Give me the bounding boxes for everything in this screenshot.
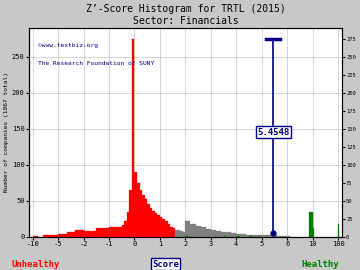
Bar (137, 183, 140, 237)
Bar (43, 235, 48, 237)
Bar (183, 232, 185, 237)
Bar (33, 236, 38, 237)
Bar (313, 228, 314, 237)
Bar (173, 228, 175, 237)
Bar (67, 232, 75, 237)
Bar (48, 235, 53, 237)
Bar (170, 227, 173, 237)
Bar (277, 236, 282, 237)
Bar (124, 221, 127, 237)
Bar (58, 234, 67, 237)
Bar (160, 217, 162, 237)
Bar (140, 190, 142, 237)
Bar (224, 236, 226, 237)
Bar (262, 235, 267, 237)
Bar (267, 235, 272, 237)
Text: 5.4548: 5.4548 (257, 128, 289, 137)
Bar (282, 236, 287, 237)
Bar (338, 230, 339, 237)
Bar (150, 208, 152, 237)
Bar (132, 39, 135, 237)
Bar (165, 221, 167, 237)
Text: Healthy: Healthy (302, 260, 339, 269)
Bar (147, 204, 150, 237)
Text: The Research Foundation of SUNY: The Research Foundation of SUNY (38, 61, 154, 66)
Bar (272, 235, 277, 237)
Bar (180, 231, 183, 237)
Bar (129, 190, 132, 237)
Bar (96, 228, 109, 237)
Bar (84, 231, 96, 237)
Bar (185, 221, 190, 237)
Bar (157, 215, 160, 237)
Bar (122, 225, 124, 237)
Bar (22, 236, 28, 237)
Bar (162, 220, 165, 237)
Bar (195, 226, 201, 237)
Bar (53, 235, 58, 237)
Bar (236, 234, 242, 237)
Bar (247, 235, 252, 237)
Bar (75, 230, 84, 237)
Bar (175, 230, 178, 237)
Bar (226, 232, 231, 237)
Bar (178, 230, 180, 237)
Bar (190, 224, 195, 237)
Bar (216, 231, 221, 237)
Bar (135, 172, 137, 237)
Bar (221, 232, 226, 237)
Bar (201, 227, 206, 237)
Bar (211, 230, 216, 237)
Text: ©www.textbiz.org: ©www.textbiz.org (38, 43, 98, 48)
Bar (185, 236, 188, 237)
Text: Score: Score (152, 260, 179, 269)
Y-axis label: Number of companies (1067 total): Number of companies (1067 total) (4, 72, 9, 192)
Bar (145, 199, 147, 237)
Bar (236, 236, 239, 237)
Text: Unhealthy: Unhealthy (12, 260, 60, 269)
Bar (242, 234, 247, 237)
Bar (310, 212, 313, 237)
Bar (252, 235, 257, 237)
Bar (231, 233, 236, 237)
Bar (109, 227, 122, 237)
Bar (287, 236, 291, 237)
Bar (249, 236, 252, 237)
Bar (155, 213, 157, 237)
Bar (206, 229, 211, 237)
Bar (167, 224, 170, 237)
Bar (127, 212, 129, 237)
Bar (257, 235, 262, 237)
Bar (152, 211, 155, 237)
Title: Z’-Score Histogram for TRTL (2015)
Sector: Financials: Z’-Score Histogram for TRTL (2015) Secto… (86, 4, 285, 26)
Bar (142, 195, 145, 237)
